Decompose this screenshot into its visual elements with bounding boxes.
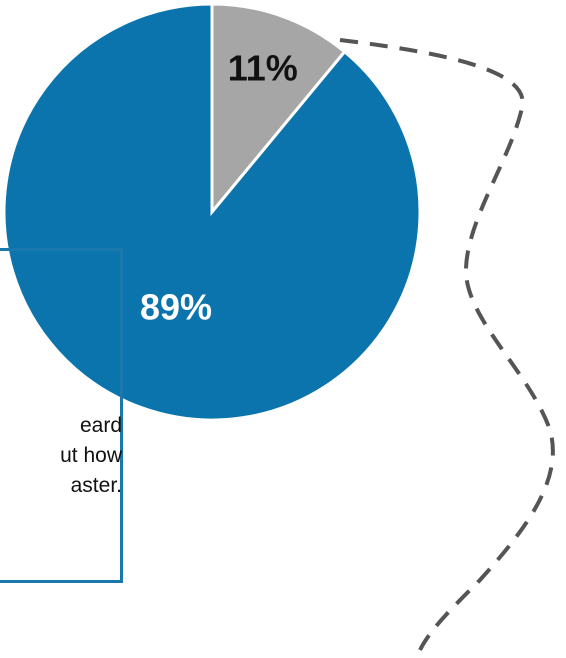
callout-text: eard ut how aster. xyxy=(0,411,122,501)
callout-box xyxy=(0,248,123,583)
pie-slice-label-1: 11% xyxy=(228,48,298,89)
callout-line-2: ut how xyxy=(60,444,122,467)
callout-line-3: aster. xyxy=(70,474,122,497)
callout-line-1: eard xyxy=(79,414,122,437)
pie-slice-2 xyxy=(2,2,422,422)
pie-slice-1 xyxy=(210,2,347,217)
dashed-connector-line xyxy=(339,38,555,651)
pie-slice-label-2: 89% xyxy=(140,287,212,328)
